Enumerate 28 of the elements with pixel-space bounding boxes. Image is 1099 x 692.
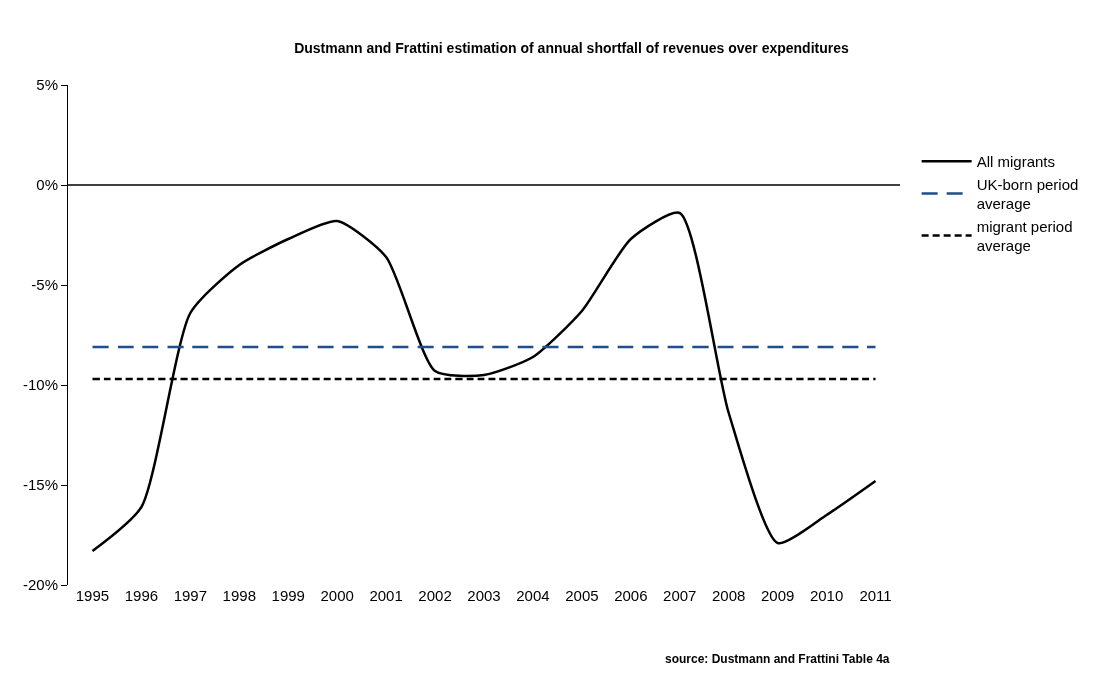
- x-tick-label: 1996: [124, 587, 159, 604]
- y-tick-label: -15%: [22, 476, 58, 494]
- x-tick-label: 1997: [173, 587, 208, 604]
- x-tick-label: 2000: [320, 587, 354, 604]
- x-tick-label: 2003: [467, 587, 501, 604]
- source-note: source: Dustmann and Frattini Table 4a: [665, 652, 890, 666]
- legend-label: migrant period average: [976, 217, 1073, 255]
- y-tick-label: 5%: [36, 76, 58, 94]
- x-tick-label: 1998: [222, 587, 256, 604]
- legend-label: All migrants: [976, 153, 1055, 171]
- x-tick-label: 1995: [75, 587, 110, 604]
- x-tick-label: 1999: [271, 587, 305, 604]
- x-tick-label: 2010: [809, 587, 844, 604]
- x-tick-label: 2011: [859, 587, 892, 604]
- x-tick-label: 2001: [369, 587, 403, 604]
- y-tick-label: 0%: [36, 176, 58, 194]
- y-tick-label: -10%: [22, 376, 58, 394]
- line-series: [91, 211, 877, 553]
- x-tick-label: 2009: [760, 587, 795, 604]
- y-tick-label: -20%: [22, 576, 58, 594]
- x-tick-label: 2004: [516, 587, 550, 604]
- chart-title: Dustmann and Frattini estimation of annual shortfall of revenues over expenditures: [294, 40, 850, 57]
- x-tick-label: 2002: [418, 587, 452, 604]
- y-tick-label: -5%: [31, 276, 58, 294]
- x-tick-label: 2006: [614, 587, 648, 604]
- x-tick-label: 2005: [565, 587, 599, 604]
- x-tick-label: 2007: [663, 587, 697, 604]
- x-tick-label: 2008: [712, 587, 746, 604]
